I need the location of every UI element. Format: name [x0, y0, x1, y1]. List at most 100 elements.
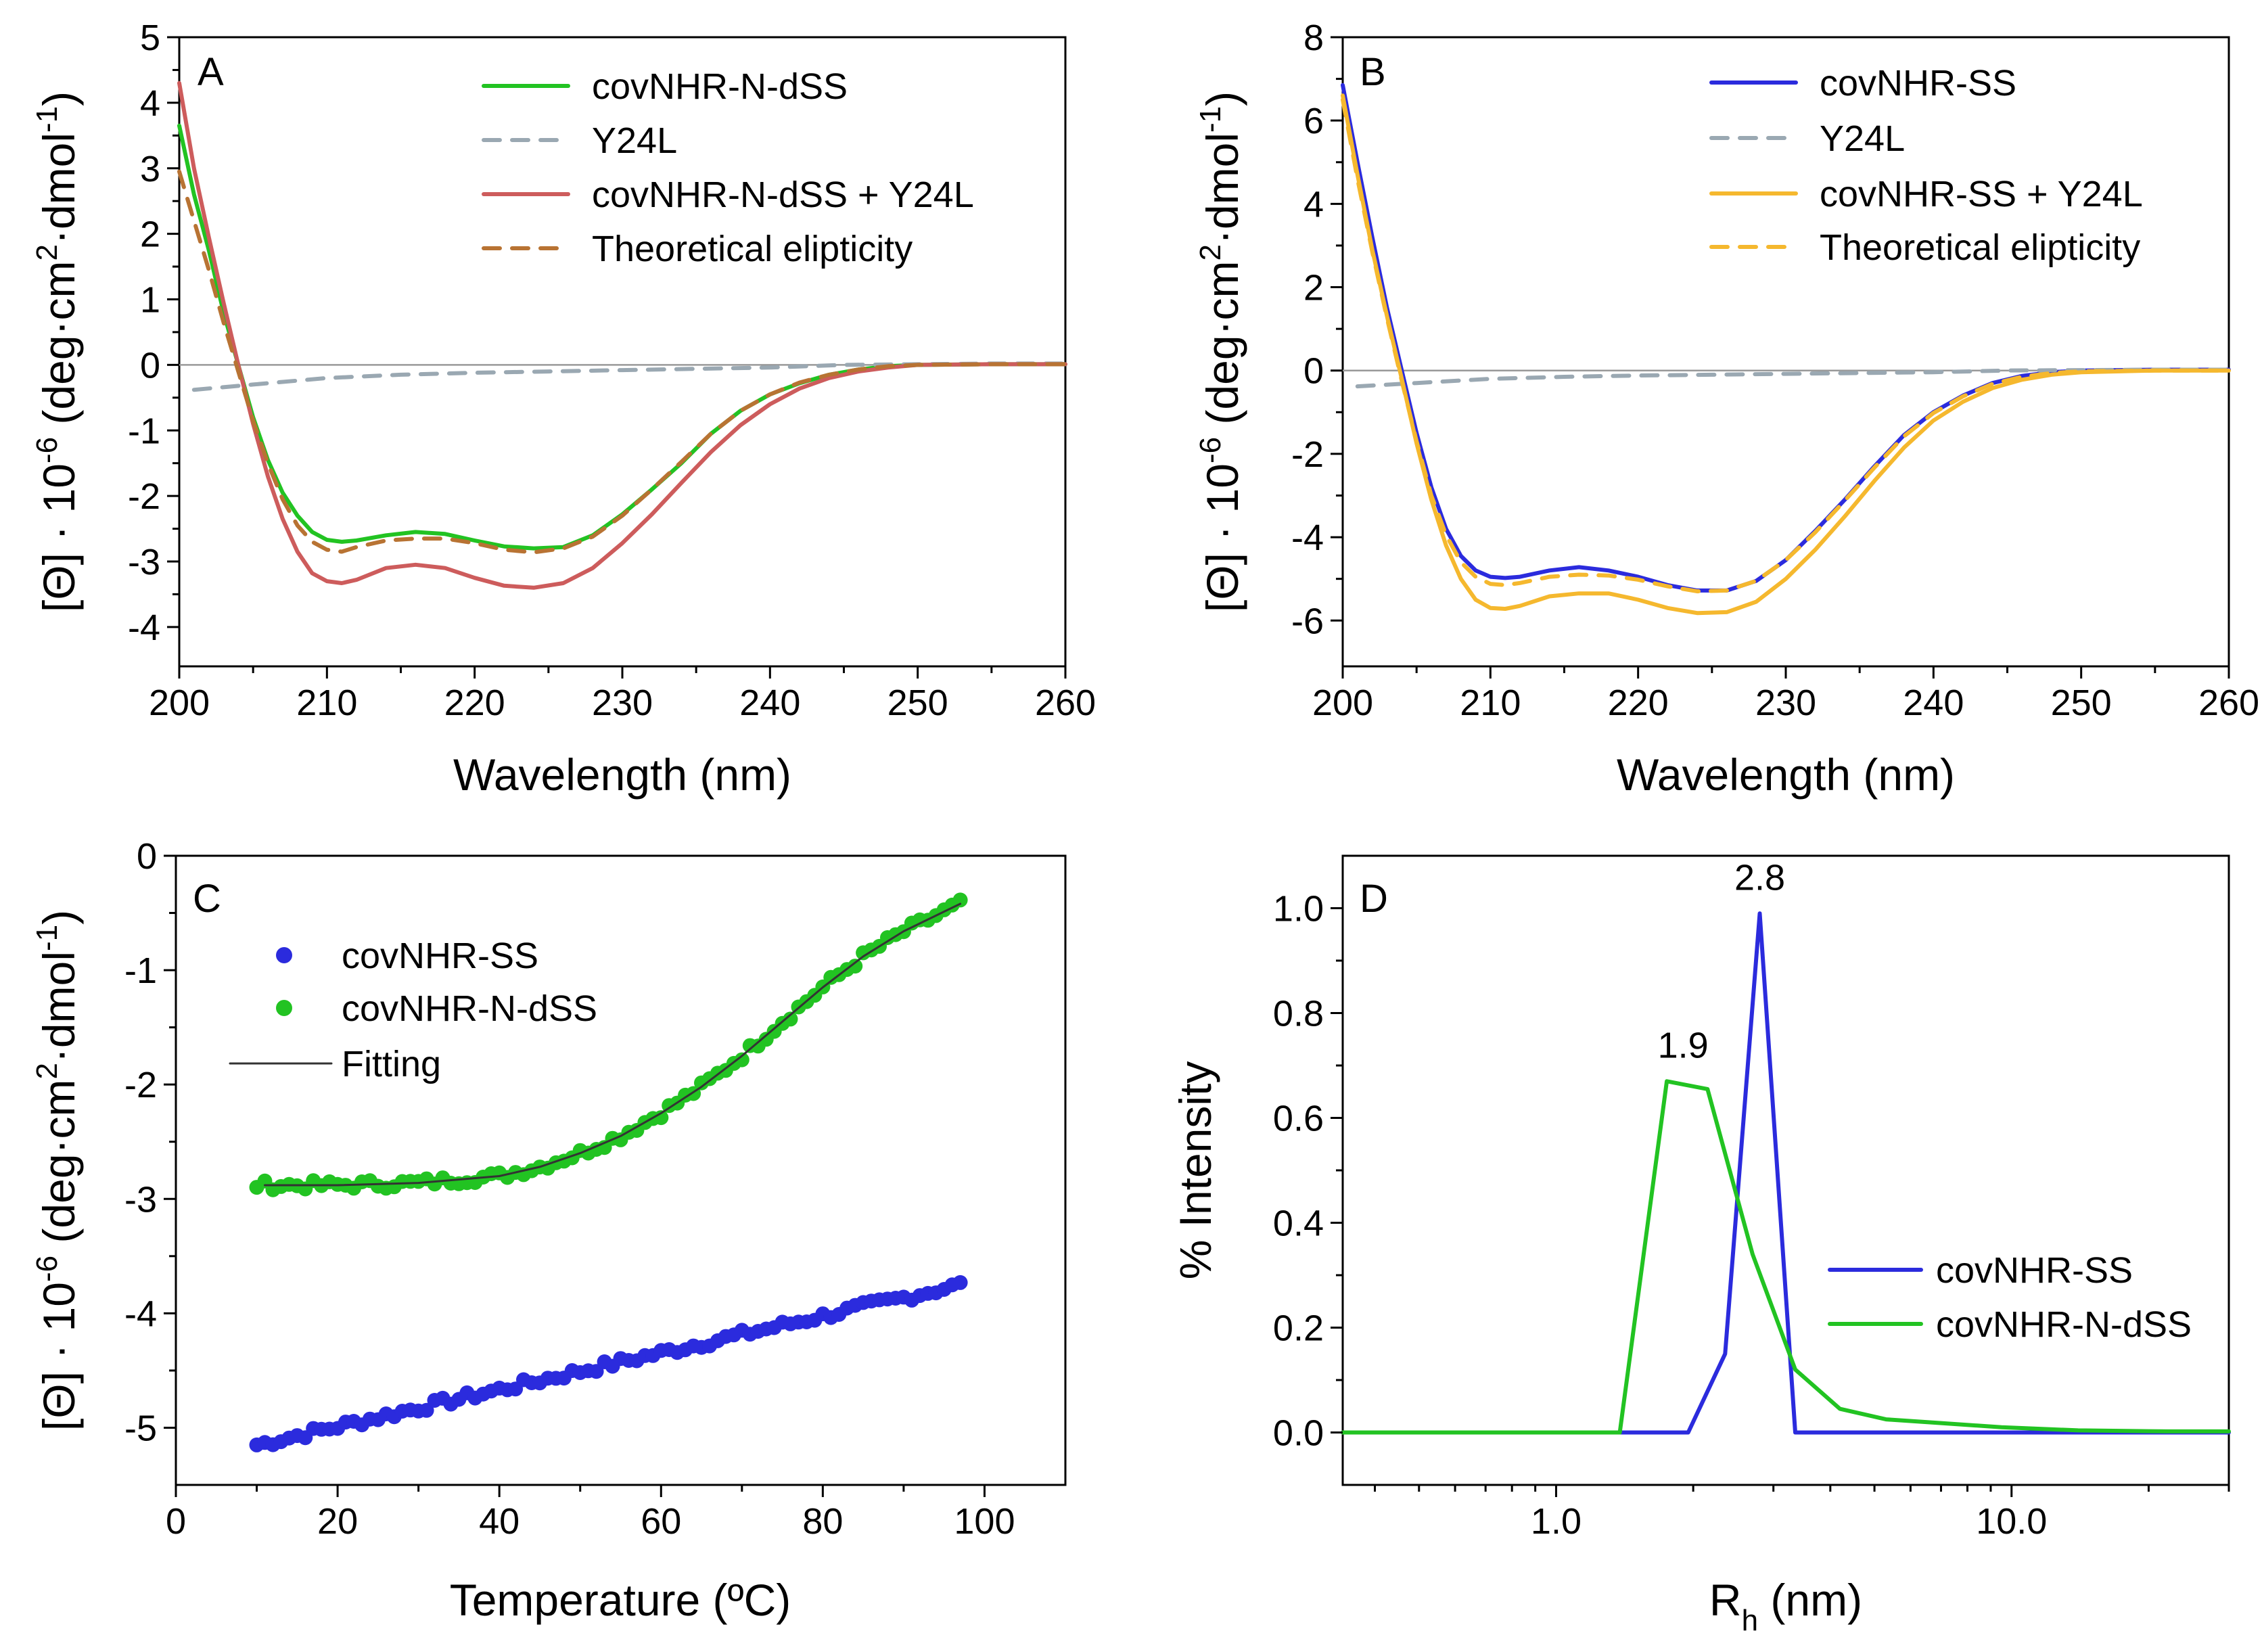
- y-tick-label: -1: [124, 950, 157, 991]
- x-tick-label: 0: [166, 1501, 186, 1542]
- panel-b-legend: covNHR-SS Y24L covNHR-SS + Y24L Theoreti…: [1709, 63, 2143, 268]
- legend-label-covnhr-n-dss: covNHR-N-dSS: [592, 66, 848, 107]
- peak-label-1-9: 1.9: [1658, 1025, 1709, 1065]
- point-covnhr-n-dss: [848, 959, 863, 974]
- panel-c-frame: [175, 854, 1067, 1486]
- legend-label-y24l: Y24L: [592, 120, 677, 161]
- panel-c-y-axis-label: [Θ] · 10-6 (deg·cm2·dmol-1): [30, 910, 84, 1431]
- y-tick-label: 8: [1303, 18, 1324, 58]
- legend-label-covnhr-ss-y24l: covNHR-SS + Y24L: [1820, 174, 2143, 214]
- x-tick-label: 60: [641, 1501, 681, 1542]
- legend-label-covnhr-ss-d: covNHR-SS: [1936, 1250, 2133, 1291]
- panel-d-axes: 1.0 10.0 0.0 0.2 0.4 0.6 0.8 1.0: [1273, 889, 2230, 1542]
- x-tick-label: 250: [2051, 683, 2112, 723]
- series-fitting: [264, 902, 962, 1187]
- series-covnhr-n-dss: [1341, 1079, 2231, 1435]
- panel-a-x-axis-label: Wavelength (nm): [453, 750, 791, 800]
- panel-d-letter: D: [1360, 877, 1388, 921]
- legend-marker-covnhr-ss: [276, 947, 292, 963]
- series-covnhr-ss: [1341, 911, 2231, 1435]
- legend-marker-covnhr-n-dss: [276, 1000, 292, 1016]
- x-tick-label: 240: [739, 683, 800, 723]
- x-tick-label: 230: [1755, 683, 1816, 723]
- legend-label-covnhr-ss-c: covNHR-SS: [342, 936, 538, 976]
- panel-a-y-axis-label: [Θ] · 10-6 (deg·cm2·dmol-1): [30, 91, 84, 612]
- y-tick-label: -2: [1291, 434, 1324, 475]
- y-tick-label: -1: [128, 411, 160, 451]
- y-tick-label: 0.6: [1273, 1099, 1324, 1139]
- panel-b-x-axis-label: Wavelength (nm): [1617, 750, 1955, 800]
- y-tick-label: 1: [140, 280, 160, 321]
- panel-b-series: [1341, 83, 2231, 616]
- panel-b-y-axis-label: [Θ] · 10-6 (deg·cm2·dmol-1): [1194, 91, 1247, 612]
- y-tick-label: -2: [124, 1065, 157, 1105]
- y-tick-label: -5: [124, 1408, 157, 1448]
- panel-c-x-axis-label: Temperature (ºC): [450, 1575, 791, 1625]
- x-tick-label: 250: [887, 683, 948, 723]
- y-tick-label: 0.0: [1273, 1413, 1324, 1454]
- panel-c-axes: 0 20 40 60 80 100 -5 -4 -3 -2 -1 0: [124, 836, 1015, 1542]
- y-tick-label: 1.0: [1273, 889, 1324, 930]
- y-tick-label: 5: [140, 18, 160, 58]
- x-tick-label: 260: [2198, 683, 2259, 723]
- panel-c-legend: covNHR-SS covNHR-N-dSS Fitting: [229, 936, 597, 1084]
- y-tick-label: -4: [1291, 518, 1324, 558]
- legend-label-covnhr-n-dss-y24l: covNHR-N-dSS + Y24L: [592, 175, 974, 215]
- x-tick-label: 200: [1312, 683, 1373, 723]
- x-tick-label: 200: [149, 683, 210, 723]
- point-covnhr-ss: [419, 1402, 434, 1418]
- y-tick-label: 0: [140, 345, 160, 386]
- series-theoretical-elipticity: [177, 169, 1067, 555]
- series-y24l: [1355, 367, 2231, 389]
- x-tick-label: 240: [1903, 683, 1964, 723]
- x-tick-label: 210: [1460, 683, 1521, 723]
- point-covnhr-ss: [952, 1275, 968, 1290]
- legend-label-covnhr-ss: covNHR-SS: [1820, 63, 2016, 104]
- x-tick-label: 40: [479, 1501, 520, 1542]
- y-tick-label: -2: [128, 476, 160, 517]
- x-tick-label: 230: [592, 683, 653, 723]
- series-covnhr-n-dss-y24l: [177, 81, 1067, 590]
- y-tick-label: 0: [1303, 351, 1324, 392]
- legend-label-theoretical-b: Theoretical elipticity: [1820, 227, 2140, 268]
- y-tick-label: 6: [1303, 101, 1324, 141]
- panel-a-letter: A: [198, 50, 224, 94]
- panel-b-letter: B: [1360, 50, 1386, 94]
- series-covnhr-ss: [1341, 83, 2231, 593]
- y-tick-label: 3: [140, 149, 160, 189]
- x-tick-label: 220: [444, 683, 505, 723]
- legend-label-covnhr-n-dss-c: covNHR-N-dSS: [342, 988, 597, 1029]
- point-covnhr-n-dss: [952, 892, 968, 908]
- y-tick-label: 2: [140, 214, 160, 255]
- x-tick-label: 20: [317, 1501, 358, 1542]
- x-tick-label: 100: [954, 1501, 1015, 1542]
- x-tick-label: 80: [802, 1501, 843, 1542]
- panel-d-legend: covNHR-SS covNHR-N-dSS: [1828, 1250, 2192, 1345]
- panel-c-letter: C: [193, 877, 221, 921]
- series-y24l: [191, 361, 1067, 392]
- panel-a-series: [177, 81, 1067, 590]
- series-theoretical-elipticity: [1341, 97, 2231, 594]
- panel-c-series: [249, 892, 968, 1452]
- panel-d-series: [1341, 911, 2231, 1435]
- x-tick-label: 1.0: [1531, 1501, 1582, 1542]
- x-tick-label: 210: [296, 683, 357, 723]
- y-tick-label: 2: [1303, 268, 1324, 308]
- point-covnhr-n-dss: [783, 1011, 798, 1027]
- panel-b-axes: 200 210 220 230 240 250 260 -6 -4 -2 0 2 4 6 8: [1291, 18, 2259, 723]
- y-tick-label: 4: [140, 83, 160, 124]
- legend-label-covnhr-n-dss-d: covNHR-N-dSS: [1936, 1304, 2192, 1345]
- y-tick-label: -3: [128, 542, 160, 582]
- y-tick-label: 0.8: [1273, 994, 1324, 1034]
- y-tick-label: -3: [124, 1179, 157, 1220]
- x-tick-label: 260: [1035, 683, 1096, 723]
- panel-d-frame: [1341, 854, 2230, 1486]
- series-covnhr-n-dss: [177, 123, 1067, 551]
- legend-label-fitting: Fitting: [342, 1044, 441, 1084]
- y-tick-label: 4: [1303, 184, 1324, 225]
- legend-label-y24l-b: Y24L: [1820, 118, 1905, 159]
- y-tick-label: -4: [128, 607, 160, 648]
- point-covnhr-n-dss: [734, 1052, 749, 1068]
- y-tick-label: 0.4: [1273, 1203, 1324, 1244]
